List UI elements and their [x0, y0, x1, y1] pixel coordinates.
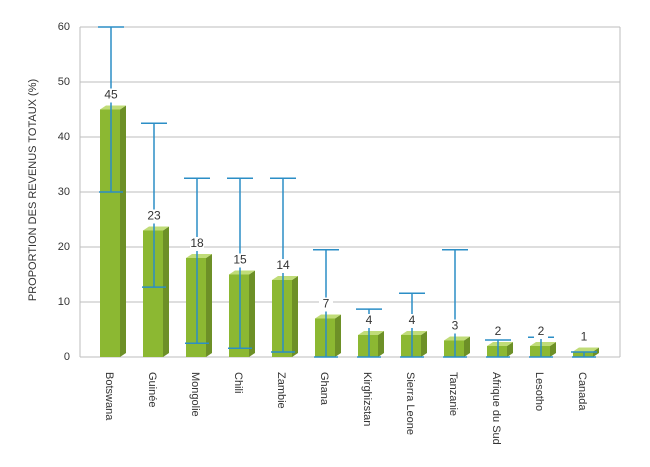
bar-side: [421, 331, 427, 357]
bar-side: [120, 105, 126, 357]
bar-side: [464, 336, 470, 357]
y-tick-label: 10: [58, 296, 70, 308]
bar: [573, 351, 593, 357]
x-tick-label: Sierra Leone: [404, 372, 416, 435]
y-tick-label: 50: [58, 76, 70, 88]
bar: [358, 335, 378, 357]
value-label-bg: [491, 325, 505, 339]
value-label: 14: [276, 258, 290, 272]
value-label-bg: [233, 253, 247, 268]
value-label: 23: [147, 209, 161, 223]
bar-top: [573, 347, 599, 352]
bar-side: [550, 342, 556, 357]
bar: [186, 258, 206, 357]
x-tick-label: Botswana: [103, 372, 115, 421]
bar: [530, 346, 550, 357]
y-tick-label: 0: [64, 351, 70, 363]
x-tick-label: Canada: [576, 372, 588, 411]
value-label: 18: [190, 236, 204, 250]
value-label-bg: [104, 88, 118, 103]
y-tick-label: 30: [58, 186, 70, 198]
bar-top: [358, 331, 384, 335]
error-bar: [485, 339, 511, 358]
bar: [272, 280, 292, 357]
value-label-bg: [577, 330, 591, 345]
value-label-bg: [276, 259, 290, 273]
bar-side: [206, 254, 212, 357]
bar-top: [401, 331, 427, 335]
y-tick-label: 40: [58, 131, 70, 143]
x-tick-label: Tanzanie: [447, 372, 459, 416]
x-tick-label: Afrique du Sud: [490, 372, 502, 445]
bar-top: [229, 270, 255, 275]
value-label: 7: [323, 297, 330, 311]
y-axis-title: PROPORTION DES REVENUS TOTAUX (%): [27, 79, 39, 301]
x-tick-label: Ghana: [318, 372, 330, 406]
value-label: 2: [495, 324, 502, 338]
value-label: 3: [452, 319, 459, 333]
bar-top: [315, 314, 341, 319]
bar-side: [249, 270, 255, 357]
bar-top: [100, 105, 126, 110]
value-label-bg: [190, 237, 204, 251]
error-bar: [141, 122, 167, 288]
value-label-bg: [319, 297, 333, 312]
value-label-bg: [448, 319, 462, 334]
bar: [100, 109, 120, 357]
x-tick-label: Mongolie: [189, 372, 201, 417]
x-tick-label: Guinée: [146, 372, 158, 407]
bar-side: [292, 276, 298, 357]
value-label-bg: [147, 209, 161, 224]
bar-side: [163, 226, 169, 357]
error-bar: [184, 177, 210, 344]
bar: [229, 274, 249, 357]
bar: [143, 230, 163, 357]
bar: [444, 340, 464, 357]
bar-top: [143, 226, 169, 231]
value-label: 4: [366, 313, 373, 327]
bar-side: [507, 342, 513, 357]
bar-top: [530, 342, 556, 346]
error-bar: [442, 249, 468, 358]
x-tick-label: Zambie: [275, 372, 287, 409]
y-tick-label: 60: [58, 21, 70, 33]
value-label: 2: [538, 324, 545, 338]
value-label: 15: [233, 253, 247, 267]
value-label-bg: [405, 314, 419, 328]
x-tick-label: Kirghizstan: [361, 372, 373, 426]
bar: [315, 318, 335, 357]
bar-top: [444, 336, 470, 341]
error-bar: [98, 26, 124, 193]
bar-side: [378, 331, 384, 357]
y-tick-label: 20: [58, 241, 70, 253]
value-label: 45: [104, 88, 118, 102]
value-label-bg: [534, 325, 548, 339]
x-tick-label: Chili: [232, 372, 244, 393]
bar: [487, 346, 507, 357]
value-label: 1: [581, 330, 588, 344]
bar-top: [272, 276, 298, 280]
x-tick-label: Lesotho: [533, 372, 545, 411]
error-bar: [571, 351, 597, 358]
bar-top: [487, 342, 513, 346]
bar: [401, 335, 421, 357]
bar-top: [186, 254, 212, 258]
value-label-bg: [362, 314, 376, 328]
bar-side: [335, 314, 341, 357]
value-label: 4: [409, 313, 416, 327]
